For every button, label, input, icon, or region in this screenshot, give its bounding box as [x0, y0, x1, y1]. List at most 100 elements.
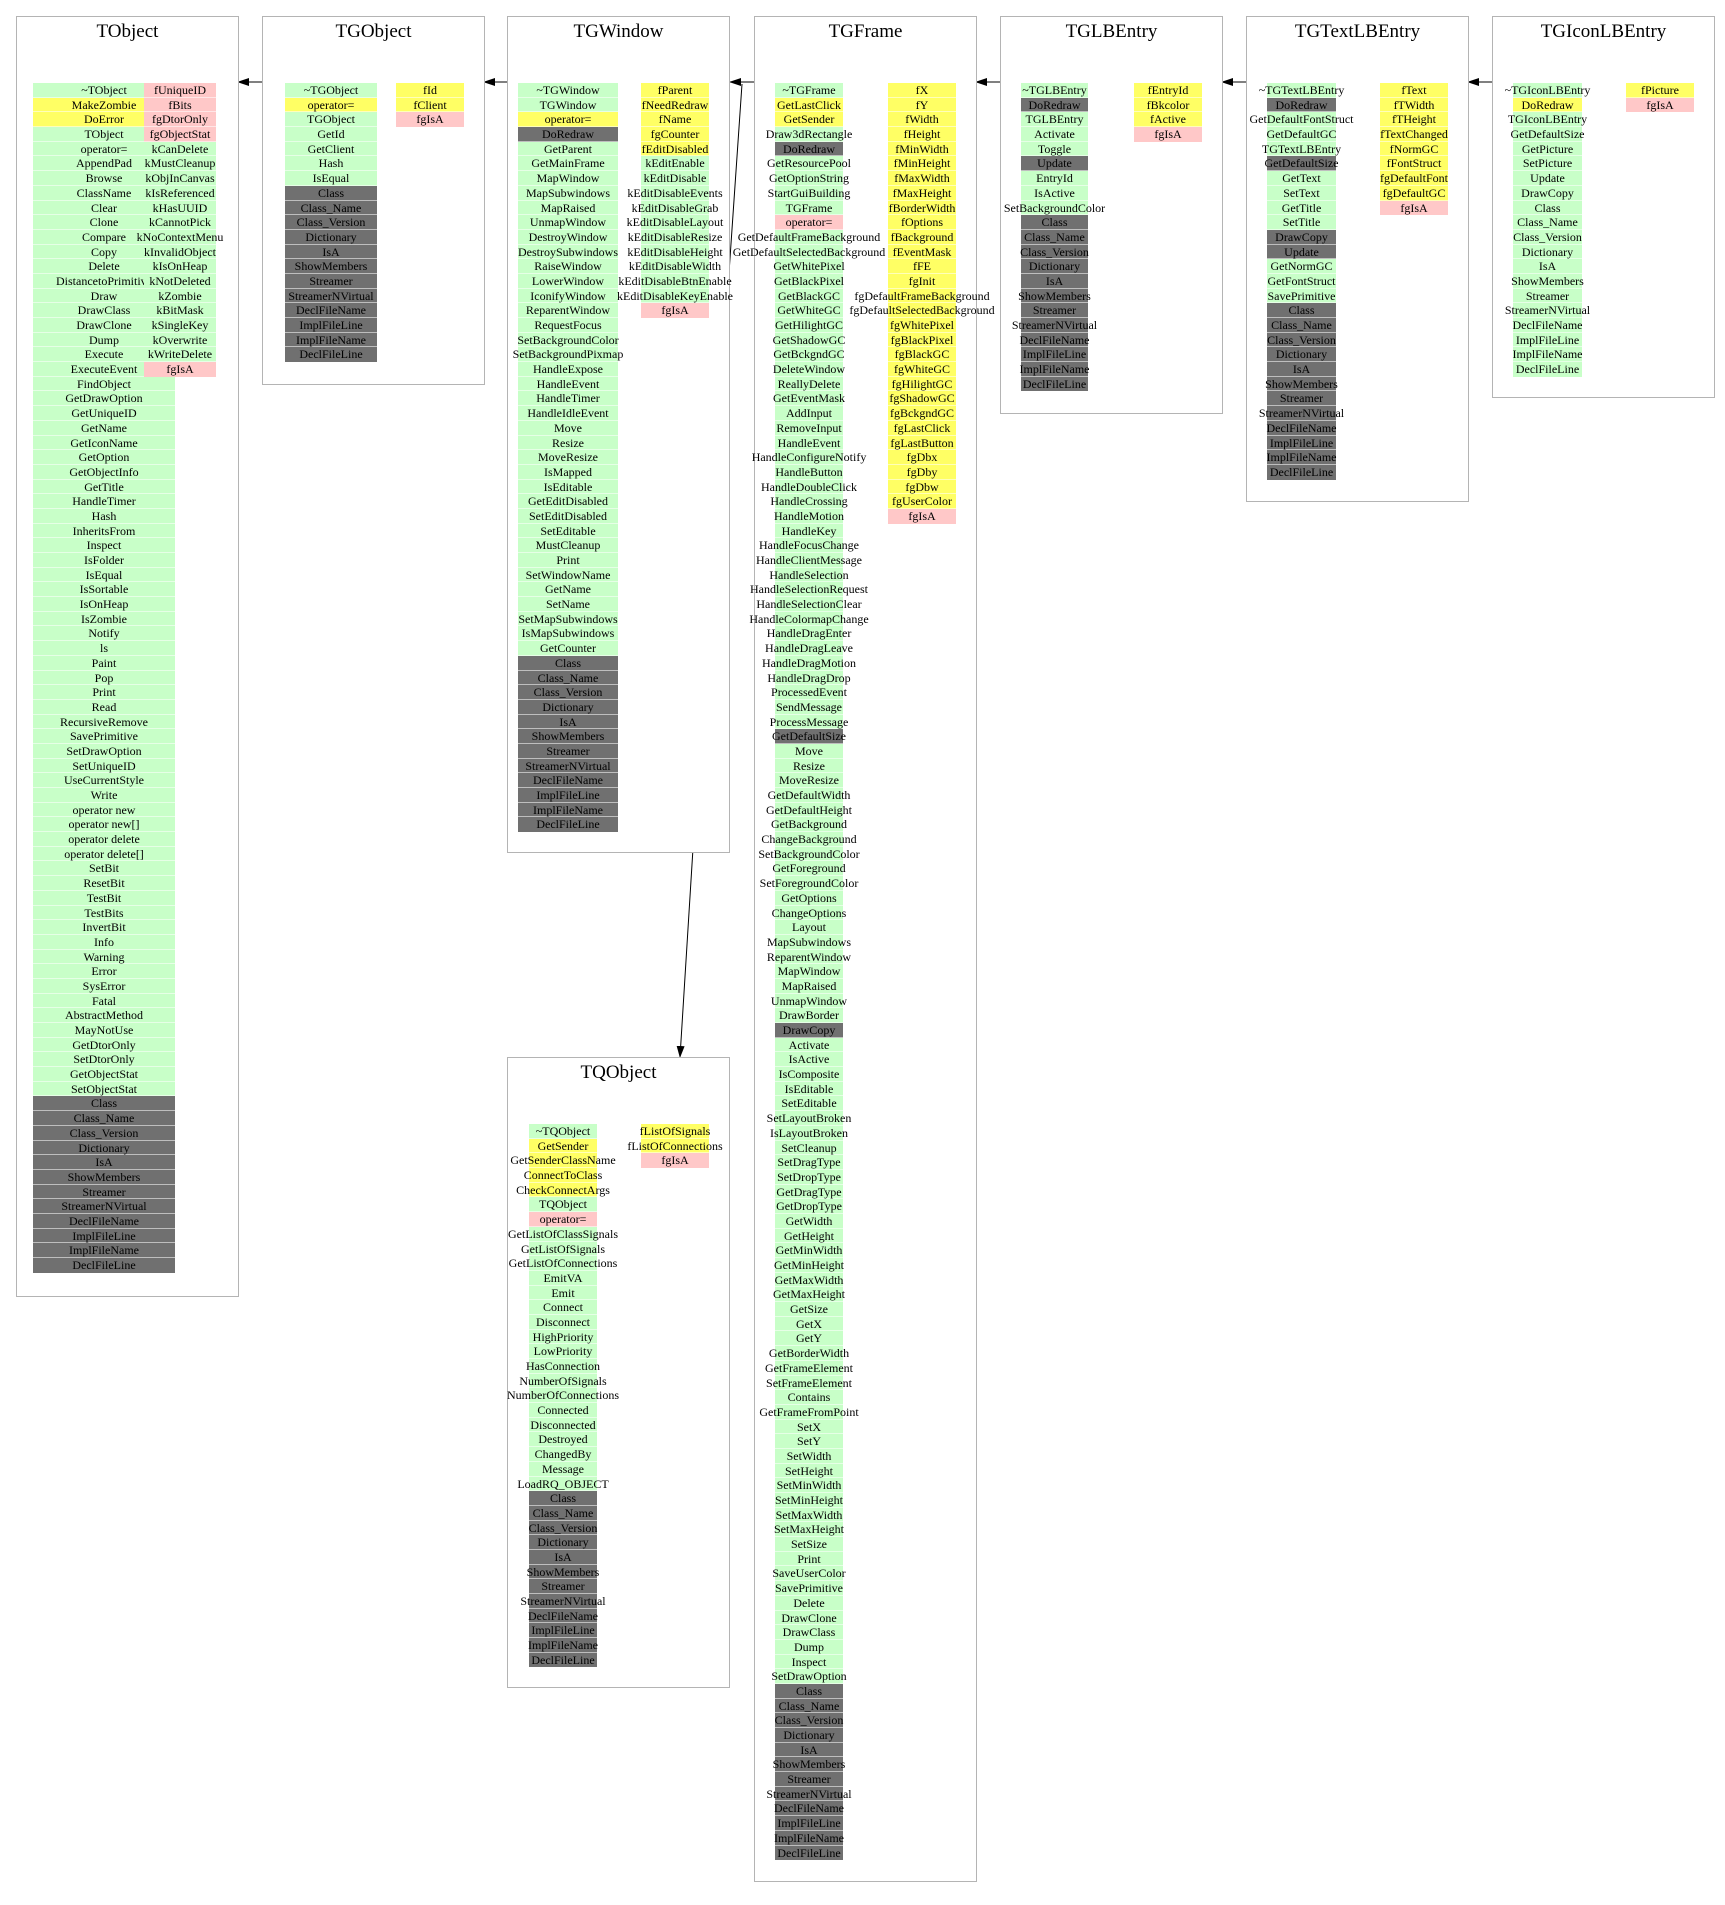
method-name: GetOptionString — [769, 171, 849, 186]
method-name: operator= — [544, 112, 592, 127]
member-name: kWriteDelete — [147, 347, 213, 362]
method-name: DrawCopy — [1521, 185, 1574, 200]
method-name: LowPriority — [533, 1344, 593, 1359]
method-row-public-method: GetWhitePixel — [773, 259, 845, 274]
method-row-inherited-method: ImplFileLine — [33, 1228, 175, 1244]
method-row-public-method: Destroyed — [529, 1432, 597, 1448]
method-row-inherited-method: Dictionary — [518, 699, 618, 715]
method-name: SetMinWidth — [776, 1478, 842, 1493]
method-row-inherited-method: DeclFileName — [518, 773, 618, 788]
method-name: IsA — [559, 714, 577, 729]
method-row-public-method: IsLayoutBroken — [770, 1125, 848, 1141]
method-name: Class — [1288, 303, 1315, 318]
method-name: GetBackground — [771, 817, 847, 832]
method-row-inherited-method: StreamerNVirtual — [285, 288, 377, 304]
member-name: fgDefaultFont — [1380, 171, 1448, 186]
method-row-public-method: ~TQObject — [529, 1124, 597, 1139]
method-name: ~TGIconLBEntry — [1504, 83, 1591, 97]
method-name: StartGuiBuilding — [767, 185, 851, 200]
method-name: InheritsFrom — [72, 523, 136, 538]
method-row-public-method: GetOption — [33, 450, 175, 465]
class-box-tqobject: TQObject ~TQObject GetSender GetSenderClas… — [507, 1057, 730, 1688]
method-row-inherited-method: Streamer — [775, 1772, 843, 1787]
method-name: HandleDragDrop — [767, 670, 851, 685]
method-name: GetSender — [537, 1138, 589, 1153]
member-row-public-method: kObjInCanvas — [144, 171, 216, 186]
method-name: Warning — [83, 949, 125, 964]
member-name: fgDefaultFrameBackground — [854, 288, 990, 303]
method-name: MapSubwindows — [525, 185, 610, 200]
method-name: HandleTimer — [536, 391, 600, 406]
method-name: TGLBEntry — [1025, 112, 1084, 127]
method-row-public-method: Streamer — [1513, 288, 1582, 304]
member-row-protected-member: fgBckgndGC — [888, 406, 956, 421]
method-row-public-method: Pop — [33, 670, 175, 686]
method-row-public-method: Activate — [1021, 127, 1088, 142]
method-name: SetFrameElement — [766, 1375, 852, 1390]
method-row-public-method: RemoveInput — [775, 420, 843, 436]
method-row-inherited-method: Class — [518, 655, 618, 671]
method-row-public-method: Print — [33, 685, 175, 700]
method-name: Dictionary — [1275, 347, 1328, 362]
method-name: GetBlackPixel — [774, 273, 844, 288]
members-column: fListOfSignals fListOfConnections fgIsA — [627, 1124, 723, 1169]
method-name: Print — [556, 553, 580, 567]
member-name: fgWhitePixel — [890, 318, 954, 332]
members-column: fText fTWidth fTHeight fTextChanged fNormGC f… — [1380, 83, 1448, 216]
method-name: ConnectToClass — [523, 1168, 603, 1183]
member-row-protected-member: fId — [396, 83, 464, 98]
method-name: SetBackgroundPixmap — [512, 347, 624, 362]
method-row-public-method: Connect — [529, 1300, 597, 1315]
member-row-private-member: fgIsA — [1134, 127, 1202, 142]
method-row-public-method: HandleIdleEvent — [518, 406, 618, 421]
member-name: fFE — [913, 259, 931, 274]
method-row-public-method: ReallyDelete — [775, 376, 843, 392]
method-name: ProcessMessage — [769, 714, 849, 729]
method-name: SetDragType — [777, 1155, 841, 1170]
method-row-public-method: SetMinHeight — [775, 1493, 843, 1508]
method-name: HandleConfigureNotify — [751, 450, 867, 465]
member-name: fBits — [168, 97, 192, 112]
method-row-public-method: SetWindowName — [518, 567, 618, 583]
method-row-public-method: EmitVA — [529, 1270, 597, 1286]
method-row-public-method: GetForeground — [772, 861, 846, 877]
method-row-public-method: operator new[] — [33, 817, 175, 833]
member-name: fgObjectStat — [149, 127, 211, 142]
method-row-public-method: HandleSelectionRequest — [750, 582, 868, 598]
method-name: GetIconName — [70, 435, 138, 450]
method-name: HandleCrossing — [770, 494, 848, 509]
method-name: ImplFileLine — [536, 788, 600, 802]
method-row-public-method: DistancetoPrimitive — [33, 273, 175, 289]
method-row-public-method: Disconnected — [529, 1417, 597, 1433]
method-row-public-method: HandleExpose — [518, 362, 618, 377]
method-name: Class — [554, 655, 581, 670]
method-row-public-method: SetDrawOption — [771, 1669, 847, 1684]
member-row-protected-member: fListOfConnections — [627, 1138, 723, 1154]
method-name: Inspect — [791, 1654, 827, 1669]
method-row-public-method: ~TGFrame — [775, 83, 843, 98]
method-row-public-method: ProcessMessage — [770, 714, 848, 730]
method-row-public-method: TestBits — [33, 905, 175, 921]
method-row-public-method: TGIconLBEntry — [1508, 112, 1587, 128]
method-name: Disconnected — [530, 1417, 596, 1432]
member-row-public-method: kSingleKey — [144, 318, 216, 333]
class-box-tgtextlbentry: TGTextLBEntry ~TGTextLBEntry DoRedraw GetD… — [1246, 16, 1469, 502]
member-name: fgIsA — [1400, 200, 1428, 215]
method-row-protected-member: CheckConnectArgs — [516, 1182, 610, 1198]
class-box-tglbentry: TGLBEntry ~TGLBEntry DoRedraw TGLBEntry Act… — [1000, 16, 1223, 414]
method-name: DoError — [84, 112, 124, 127]
method-name: TGFrame — [785, 200, 833, 215]
member-name: fBkcolor — [1146, 97, 1190, 112]
method-name: IsA — [554, 1549, 572, 1564]
method-row-public-method: DestroyWindow — [518, 229, 618, 245]
method-name: SetEditable — [781, 1096, 837, 1111]
member-name: kInvalidObject — [144, 244, 216, 259]
member-row-private-member: fBits — [144, 97, 216, 113]
method-name: SysError — [82, 978, 126, 993]
method-row-public-method: GetSize — [775, 1302, 843, 1317]
method-name: Class_Version — [528, 1520, 598, 1535]
method-row-public-method: GetId — [285, 127, 377, 142]
method-name: SetMapSubwindows — [518, 611, 618, 626]
method-name: Class — [795, 1683, 822, 1698]
method-name: Class_Version — [1020, 244, 1089, 259]
